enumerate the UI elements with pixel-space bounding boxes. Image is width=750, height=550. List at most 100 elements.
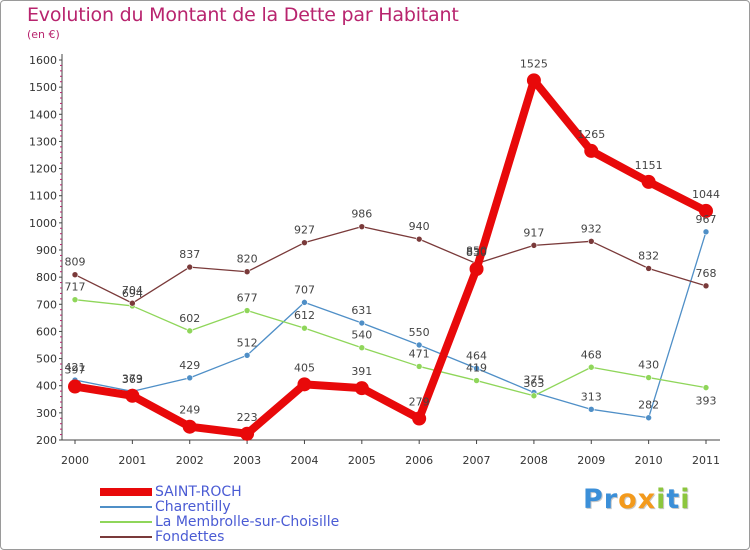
- data-label-charentilly: 464: [466, 349, 487, 362]
- proxiti-logo: Proxiti: [583, 484, 691, 515]
- chart-subtitle: (en €): [27, 28, 60, 41]
- legend-label: Fondettes: [155, 529, 225, 545]
- data-point-saint-roch: [699, 203, 713, 218]
- data-point-charentilly: [587, 406, 595, 413]
- data-label-saint-roch: 1151: [635, 159, 663, 172]
- data-label-la-membrolle-sur-choisille: 717: [65, 281, 86, 294]
- x-tick-label: 2006: [405, 454, 433, 467]
- data-label-fondettes: 832: [638, 249, 659, 262]
- x-tick-label: 2007: [463, 454, 491, 467]
- data-point-saint-roch: [297, 377, 312, 392]
- y-tick-label: 1100: [29, 190, 57, 203]
- x-tick-label: 2001: [118, 454, 146, 467]
- data-label-saint-roch: 830: [466, 246, 487, 259]
- series-line-la-membrolle-sur-choisille: [74, 299, 707, 397]
- data-point-la-membrolle-sur-choisille: [587, 363, 595, 371]
- data-labels: 397 363 249 223 405 391 279 830 1525 1265 1151 1044…: [65, 57, 721, 423]
- data-point-la-membrolle-sur-choisille: [645, 374, 652, 381]
- x-tick-label: 2009: [577, 454, 605, 467]
- data-label-fondettes: 927: [294, 224, 315, 237]
- legend-label: Charentilly: [155, 499, 231, 515]
- series-lines: [68, 73, 713, 441]
- data-label-charentilly: 429: [179, 359, 200, 372]
- data-label-la-membrolle-sur-choisille: 677: [237, 292, 258, 305]
- legend-swatch: [100, 536, 152, 538]
- data-point-saint-roch: [526, 73, 541, 88]
- x-tick-label: 2003: [233, 454, 261, 467]
- y-tick-label: 1600: [29, 54, 57, 67]
- series-line-saint-roch: [71, 76, 710, 438]
- data-point-charentilly: [358, 319, 366, 327]
- data-label-charentilly: 967: [696, 213, 717, 226]
- y-tick-label: 1500: [29, 81, 57, 94]
- data-point-la-membrolle-sur-choisille: [186, 327, 194, 335]
- data-label-charentilly: 550: [409, 326, 430, 339]
- series-line-fondettes: [74, 226, 707, 304]
- data-label-la-membrolle-sur-choisille: 419: [466, 362, 487, 375]
- data-point-fondettes: [186, 263, 194, 271]
- data-point-fondettes: [301, 239, 308, 246]
- data-point-la-membrolle-sur-choisille: [71, 296, 79, 303]
- data-point-fondettes: [358, 223, 366, 230]
- logo-letter: t: [666, 484, 681, 515]
- y-tick-label: 1400: [29, 108, 57, 121]
- data-point-saint-roch: [469, 262, 484, 276]
- y-tick-label: 1000: [29, 217, 57, 230]
- x-tick-label: 2002: [176, 454, 204, 467]
- x-tick-label: 2005: [348, 454, 376, 467]
- data-label-saint-roch: 223: [237, 411, 258, 424]
- data-label-la-membrolle-sur-choisille: 430: [638, 359, 659, 372]
- data-point-la-membrolle-sur-choisille: [702, 384, 710, 391]
- data-point-saint-roch: [641, 174, 656, 189]
- logo-letter: P: [583, 484, 604, 515]
- legend-swatch: [100, 506, 152, 508]
- y-tick-label: 900: [36, 244, 57, 257]
- data-label-fondettes: 820: [237, 253, 258, 266]
- data-label-la-membrolle-sur-choisille: 393: [696, 395, 717, 408]
- data-point-la-membrolle-sur-choisille: [415, 363, 423, 370]
- data-label-charentilly: 282: [638, 399, 659, 412]
- data-label-saint-roch: 249: [179, 404, 200, 417]
- data-label-la-membrolle-sur-choisille: 540: [351, 329, 372, 342]
- data-point-la-membrolle-sur-choisille: [243, 307, 251, 314]
- series-line-charentilly: [74, 231, 707, 419]
- axes: 200 300 400 500 600 700 800 900 1000 1100 1200 1300…: [29, 54, 720, 467]
- data-point-saint-roch: [412, 411, 427, 426]
- y-tick-label: 1200: [29, 163, 57, 176]
- y-tick-label: 700: [36, 298, 57, 311]
- data-label-saint-roch: 279: [409, 396, 430, 409]
- logo-letter: x: [637, 484, 657, 515]
- data-label-fondettes: 704: [122, 284, 143, 297]
- legend-swatch: [100, 521, 152, 523]
- y-tick-label: 600: [36, 325, 57, 338]
- data-point-la-membrolle-sur-choisille: [530, 392, 538, 400]
- data-point-charentilly: [645, 414, 652, 422]
- data-point-charentilly: [473, 365, 480, 372]
- x-tick-label: 2010: [635, 454, 663, 467]
- data-label-la-membrolle-sur-choisille: 468: [581, 348, 602, 361]
- data-point-fondettes: [243, 268, 251, 276]
- data-point-la-membrolle-sur-choisille: [358, 344, 366, 352]
- y-tick-label: 800: [36, 271, 57, 284]
- data-point-saint-roch: [584, 143, 599, 158]
- data-label-saint-roch: 1525: [520, 57, 548, 70]
- y-tick-label: 400: [36, 380, 57, 393]
- chart-title: Evolution du Montant de la Dette par Hab…: [27, 4, 459, 26]
- data-point-charentilly: [243, 352, 251, 359]
- data-point-saint-roch: [182, 419, 197, 434]
- x-tick-label: 2011: [692, 454, 720, 467]
- data-point-saint-roch: [68, 379, 82, 394]
- data-label-charentilly: 421: [65, 361, 86, 374]
- logo-letter: r: [603, 484, 619, 515]
- data-label-saint-roch: 397: [65, 364, 86, 377]
- data-label-saint-roch: 1044: [692, 188, 720, 201]
- data-label-fondettes: 986: [351, 208, 372, 221]
- data-label-fondettes: 940: [409, 220, 430, 233]
- logo-letter: i: [680, 484, 691, 515]
- data-label-fondettes: 917: [523, 226, 544, 239]
- data-point-la-membrolle-sur-choisille: [301, 324, 308, 332]
- data-label-fondettes: 768: [696, 267, 717, 280]
- data-point-fondettes: [702, 282, 710, 290]
- data-label-la-membrolle-sur-choisille: 694: [122, 287, 143, 300]
